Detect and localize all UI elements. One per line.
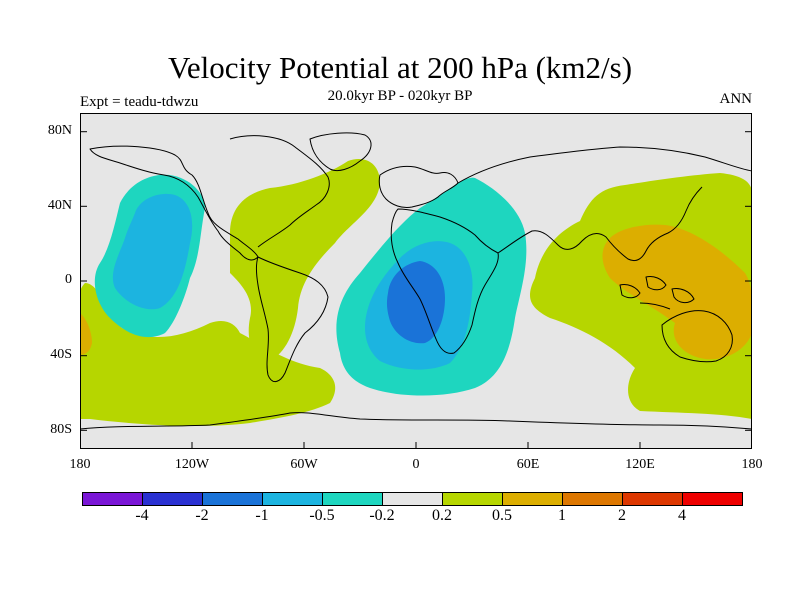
map-title: Velocity Potential at 200 hPa (km2/s) — [167, 50, 633, 85]
positive-region-west-edge — [80, 313, 92, 355]
coastline-greenland — [309, 132, 372, 172]
colorbar-label: 2 — [618, 507, 626, 524]
lat-label-80s: 80S — [50, 422, 72, 437]
colorbar — [82, 492, 743, 506]
colorbar-swatch — [322, 492, 383, 506]
colorbar-label: -0.5 — [309, 507, 335, 524]
colorbar-swatch — [682, 492, 743, 506]
colorbar-swatch — [622, 492, 683, 506]
lon-label-60w: 60W — [290, 457, 318, 472]
coastline-antarctica — [80, 412, 752, 430]
colorbar-label: -2 — [195, 507, 209, 524]
lon-label-180e: 180 — [741, 457, 763, 472]
colorbar-swatch — [82, 492, 143, 506]
map-subtitle: 20.0kyr BP - 020kyr BP — [327, 88, 473, 104]
coastline-asia — [457, 146, 752, 262]
colorbar-label: 1 — [558, 507, 566, 524]
season-label: ANN — [719, 91, 753, 107]
lon-label-0: 0 — [412, 457, 420, 472]
lon-label-120w: 120W — [174, 457, 210, 472]
map-plot — [80, 113, 752, 449]
lat-label-80n: 80N — [47, 123, 72, 138]
colorbar-swatch — [442, 492, 503, 506]
negative-region-north-pacific-core — [112, 193, 193, 310]
colorbar-label: 0.2 — [432, 507, 452, 524]
colorbar-label: -4 — [135, 507, 149, 524]
lat-label-40s: 40S — [50, 347, 72, 362]
colorbar-swatch — [142, 492, 203, 506]
negative-region-africa-center — [386, 261, 445, 344]
lat-label-0: 0 — [65, 272, 72, 287]
colorbar-label: -1 — [255, 507, 269, 524]
colorbar-swatch — [262, 492, 323, 506]
lon-label-60e: 60E — [516, 457, 540, 472]
experiment-label: Expt = teadu-tdwzu — [80, 94, 199, 110]
colorbar-swatch — [502, 492, 563, 506]
lat-label-40n: 40N — [47, 198, 72, 213]
colorbar-label: -0.2 — [369, 507, 395, 524]
coastline-south-america — [256, 256, 329, 382]
lon-label-180w: 180 — [69, 457, 91, 472]
colorbar-swatch — [562, 492, 623, 506]
positive-region-south-pacific — [80, 283, 336, 426]
positive-region-north-atlantic — [230, 159, 380, 362]
coastline-north-america — [89, 135, 330, 261]
coastline-islands — [619, 276, 695, 310]
lon-label-120e: 120E — [625, 457, 655, 472]
colorbar-label: 0.5 — [492, 507, 512, 524]
coastlines — [80, 132, 752, 430]
colorbar-swatch — [382, 492, 443, 506]
coastline-europe-africa — [378, 165, 499, 354]
colorbar-swatch — [202, 492, 263, 506]
colorbar-label: 4 — [678, 507, 686, 524]
coastline-australia — [661, 310, 733, 363]
axis-ticks — [80, 131, 752, 449]
